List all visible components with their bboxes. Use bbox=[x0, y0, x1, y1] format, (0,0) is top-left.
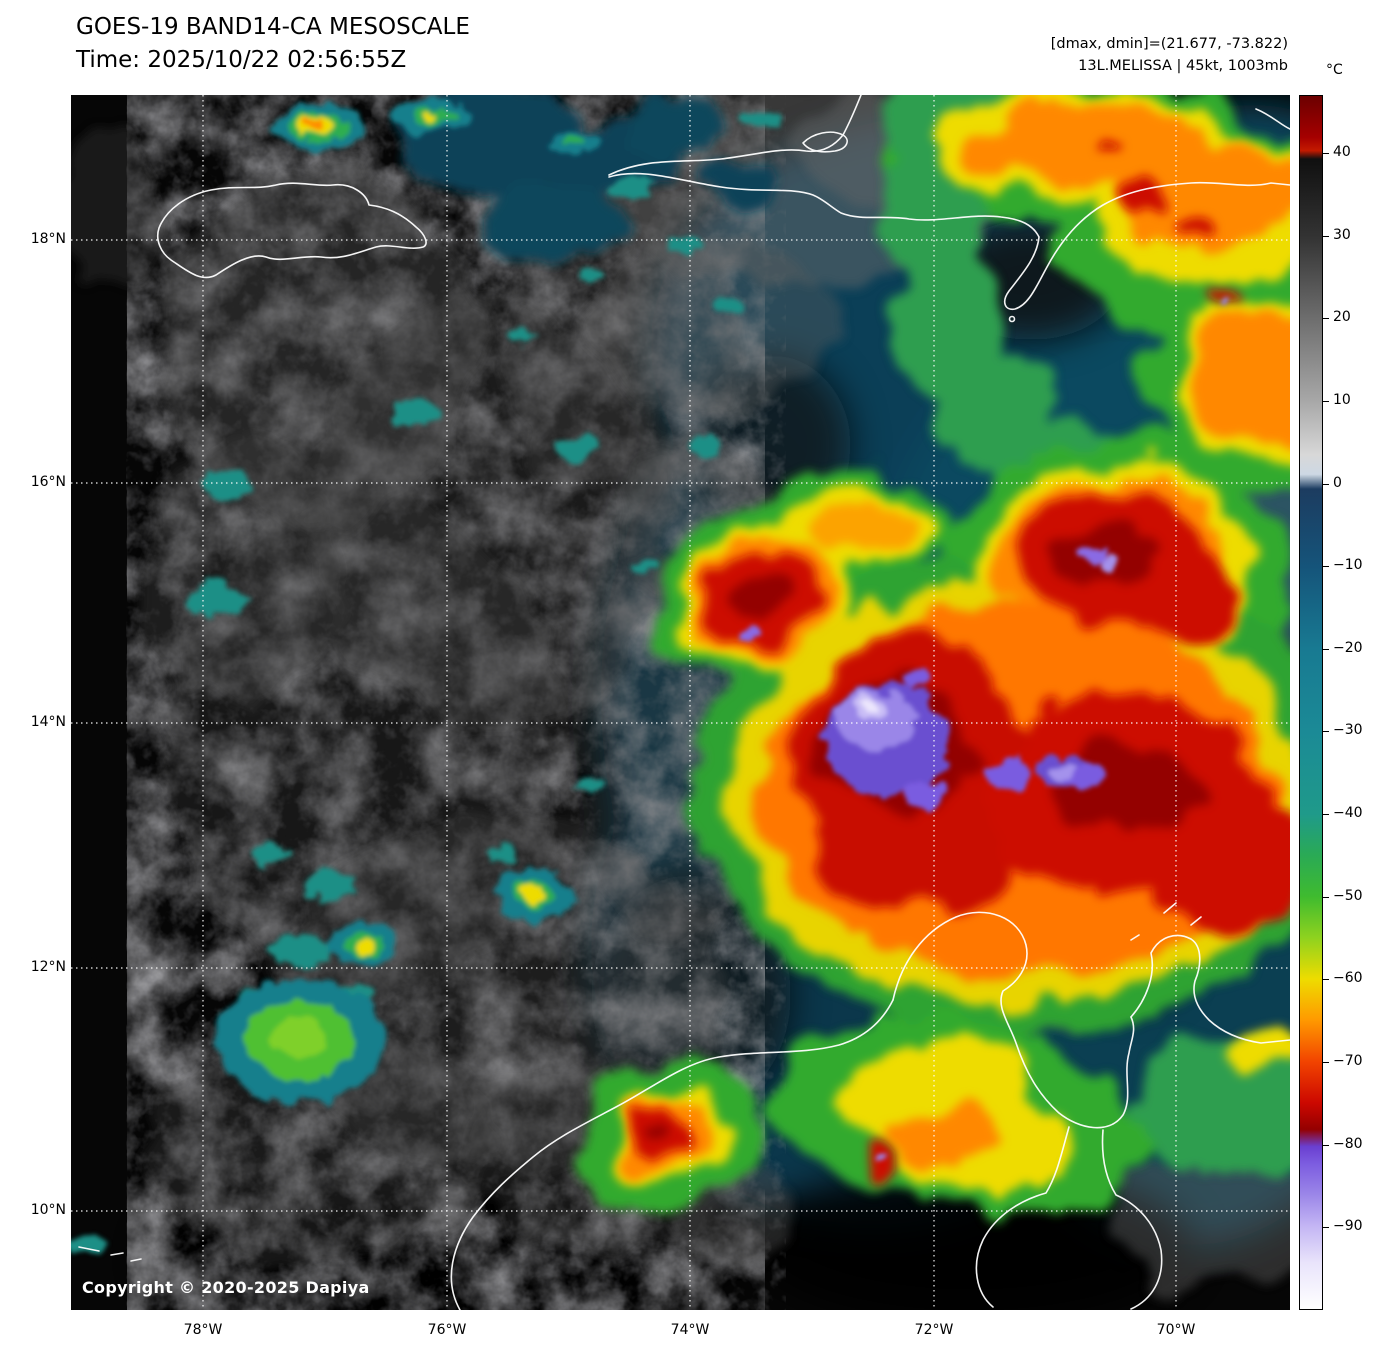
lat-label-10n: 10°N bbox=[30, 1202, 66, 1218]
islets-bottom-left bbox=[78, 1246, 142, 1262]
copyright-watermark: Copyright © 2020-2025 Dapiya bbox=[82, 1278, 370, 1297]
temperature-colorbar bbox=[1299, 95, 1323, 1310]
coastline-hispaniola-north bbox=[608, 95, 862, 176]
coastlines bbox=[78, 95, 1290, 1310]
graticule bbox=[71, 95, 1290, 1310]
colorbar-tick bbox=[1323, 566, 1329, 567]
scattered-convective-cells bbox=[71, 101, 783, 1255]
colorbar-tick bbox=[1323, 153, 1329, 154]
lon-label-72w: 72°W bbox=[914, 1322, 954, 1338]
lat-label-16n: 16°N bbox=[30, 474, 66, 490]
lat-label-12n: 12°N bbox=[30, 959, 66, 975]
colorbar-label-m80: −80 bbox=[1333, 1136, 1363, 1152]
overshooting-tops-purple bbox=[745, 296, 1229, 1159]
colorbar-label-10: 10 bbox=[1333, 392, 1351, 408]
colorbar-label-m70: −70 bbox=[1333, 1053, 1363, 1069]
page-title: GOES-19 BAND14-CA MESOSCALE bbox=[76, 14, 470, 40]
colorbar-tick bbox=[1323, 1227, 1329, 1228]
lat-label-14n: 14°N bbox=[30, 714, 66, 730]
lon-label-74w: 74°W bbox=[670, 1322, 710, 1338]
lat-label-18n: 18°N bbox=[30, 231, 66, 247]
lon-label-76w: 76°W bbox=[427, 1322, 467, 1338]
colorbar-tick bbox=[1323, 401, 1329, 402]
colorbar-label-m50: −50 bbox=[1333, 888, 1363, 904]
colorbar-tick bbox=[1323, 897, 1329, 898]
colorbar-tick bbox=[1323, 979, 1329, 980]
colorbar-label-m40: −40 bbox=[1333, 805, 1363, 821]
coastline-maracaibo-west bbox=[975, 1126, 1070, 1308]
colorbar-label-m20: −20 bbox=[1333, 640, 1363, 656]
colorbar-label-20: 20 bbox=[1333, 309, 1351, 325]
coastline-gonave-island bbox=[802, 131, 848, 153]
coastline-colombia bbox=[450, 999, 894, 1310]
lon-label-78w: 78°W bbox=[183, 1322, 223, 1338]
timestamp-label: Time: 2025/10/22 02:56:55Z bbox=[76, 47, 407, 73]
colorbar-label-m90: −90 bbox=[1333, 1218, 1363, 1234]
colorbar-tick bbox=[1323, 318, 1329, 319]
dmax-dmin-readout: [dmax, dmin]=(21.677, -73.822) bbox=[1050, 36, 1288, 52]
coastline-top-right bbox=[1255, 108, 1290, 130]
satellite-map: Copyright © 2020-2025 Dapiya bbox=[71, 95, 1290, 1310]
colorbar-label-m30: −30 bbox=[1333, 722, 1363, 738]
colorbar-tick bbox=[1323, 484, 1329, 485]
colorbar-tick bbox=[1323, 1145, 1329, 1146]
islet-alto-velo bbox=[1008, 315, 1016, 323]
colorbar-label-0: 0 bbox=[1333, 475, 1342, 491]
islands-abc bbox=[1130, 902, 1202, 941]
coastline-maracaibo-east bbox=[1101, 1129, 1163, 1310]
colorbar-tick bbox=[1323, 649, 1329, 650]
colorbar-tick bbox=[1323, 236, 1329, 237]
colorbar-unit-label: °C bbox=[1326, 62, 1343, 78]
lon-label-70w: 70°W bbox=[1156, 1322, 1196, 1338]
storm-info-readout: 13L.MELISSA | 45kt, 1003mb bbox=[1078, 58, 1288, 74]
coastline-guajira-gulf bbox=[892, 911, 1135, 1129]
coastline-paraguana bbox=[1130, 934, 1290, 1044]
coastline-hispaniola-south bbox=[608, 172, 1290, 311]
colorbar-tick bbox=[1323, 731, 1329, 732]
colorbar-tick bbox=[1323, 814, 1329, 815]
colorbar-tick bbox=[1323, 1062, 1329, 1063]
colorbar-label-30: 30 bbox=[1333, 227, 1351, 243]
colorbar-label-40: 40 bbox=[1333, 144, 1351, 160]
colorbar-label-m10: −10 bbox=[1333, 557, 1363, 573]
coastline-jamaica bbox=[156, 182, 427, 279]
colorbar-label-m60: −60 bbox=[1333, 970, 1363, 986]
satellite-image bbox=[71, 95, 1290, 1310]
